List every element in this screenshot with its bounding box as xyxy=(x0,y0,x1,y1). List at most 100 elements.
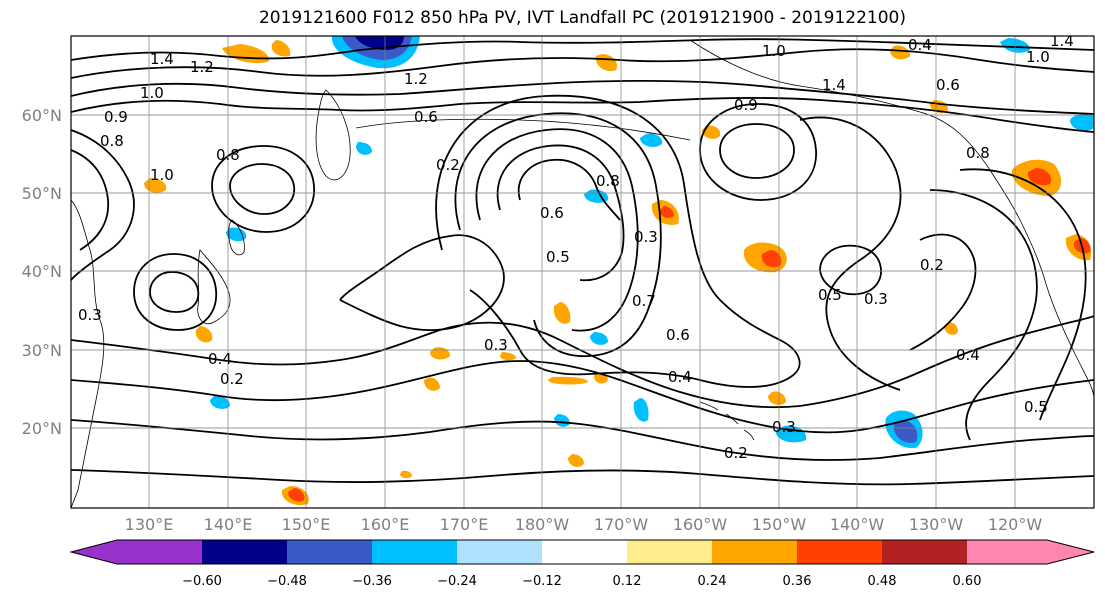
contour-label: 0.2 xyxy=(220,370,244,388)
contour-label: 0.6 xyxy=(540,204,564,222)
negative-anomaly-blob xyxy=(590,332,608,345)
japan-coastline xyxy=(228,219,245,256)
colorbar-segment xyxy=(627,540,712,564)
lon-label: 170°W xyxy=(594,515,649,534)
lon-label: 130°E xyxy=(125,515,174,534)
contour-label: 0.3 xyxy=(772,418,796,436)
contour-label: 1.2 xyxy=(404,70,428,88)
lon-label: 150°E xyxy=(282,515,331,534)
contour-label: 0.5 xyxy=(818,286,842,304)
contour-label: 0.3 xyxy=(484,336,508,354)
hawaii-islands xyxy=(699,401,755,441)
positive-anomaly-core xyxy=(761,250,782,268)
contour-label: 1.0 xyxy=(762,42,786,60)
lon-label: 120°W xyxy=(988,515,1043,534)
lat-labels: 60°N 50°N 40°N 30°N 20°N xyxy=(22,106,62,438)
contour-label: 1.4 xyxy=(822,76,846,94)
negative-anomaly-blob xyxy=(210,396,230,409)
colorbar-tick-label: −0.12 xyxy=(522,574,562,589)
contour-line xyxy=(799,116,902,391)
colorbar-segment xyxy=(372,540,457,564)
negative-anomaly-blob xyxy=(356,142,372,155)
contour-line xyxy=(71,315,1094,409)
colorbar-segment xyxy=(882,540,967,564)
alaska-coastline xyxy=(689,39,1021,221)
colorbar-segment xyxy=(287,540,372,564)
map-border xyxy=(70,35,1095,509)
lat-label: 50°N xyxy=(22,184,62,203)
negative-anomaly-core xyxy=(893,420,918,443)
contour-label: 0.3 xyxy=(78,306,102,324)
contour-label: 0.8 xyxy=(216,146,240,164)
north-america-coastline xyxy=(1019,219,1094,399)
lon-label: 150°W xyxy=(752,515,807,534)
colorbar-segment xyxy=(202,540,287,564)
colorbar-tick-labels: −0.60 −0.48 −0.36 −0.24 −0.12 0.12 0.24 … xyxy=(182,574,981,589)
colorbar-tick-label: −0.60 xyxy=(182,574,222,589)
positive-anomaly-blob xyxy=(768,391,786,405)
pv-shading xyxy=(144,36,1094,506)
colorbar-segment xyxy=(457,540,542,564)
lat-label: 20°N xyxy=(22,419,62,438)
map-panel: 1.4 1.2 1.0 0.9 0.8 0.6 1.0 1.4 1.2 1.4 … xyxy=(71,36,1094,508)
contour-label: 0.9 xyxy=(104,108,128,126)
contour-label: 0.3 xyxy=(634,228,658,246)
contour-label: 0.2 xyxy=(920,256,944,274)
contour-line xyxy=(819,244,882,296)
lat-label: 30°N xyxy=(22,341,62,360)
contour-label: 0.8 xyxy=(596,172,620,190)
positive-anomaly-blob xyxy=(702,125,721,139)
aleutian-chain xyxy=(355,118,691,141)
contour-label: 1.0 xyxy=(140,84,164,102)
japan-coastline xyxy=(197,249,231,325)
contour-line xyxy=(929,189,1038,441)
kamchatka-coastline xyxy=(315,89,351,181)
lon-label: 170°E xyxy=(440,515,489,534)
contour-line xyxy=(71,79,1094,115)
positive-anomaly-blob xyxy=(944,322,958,335)
contour-label: 0.4 xyxy=(668,368,692,386)
colorbar-segment xyxy=(542,540,627,564)
coastlines xyxy=(71,39,1094,508)
contour-label: 0.7 xyxy=(632,292,656,310)
contour-line xyxy=(133,253,217,331)
positive-anomaly-blob xyxy=(890,45,910,60)
contour-line xyxy=(211,145,315,233)
colorbar-tick-label: 0.24 xyxy=(698,574,727,589)
contour-label: 0.4 xyxy=(956,346,980,364)
positive-anomaly-blob xyxy=(271,40,291,57)
contour-label: 1.0 xyxy=(150,166,174,184)
contour-line xyxy=(71,48,1094,79)
lon-label: 130°W xyxy=(909,515,964,534)
contour-line xyxy=(496,144,625,282)
colorbar-extend-min xyxy=(71,540,117,564)
positive-anomaly-blob xyxy=(400,470,412,479)
contour-label: 1.2 xyxy=(190,58,214,76)
colorbar-tick-label: 0.48 xyxy=(868,574,897,589)
lon-label: 180°W xyxy=(515,515,570,534)
contour-line xyxy=(71,129,135,281)
map-title: 2019121600 F012 850 hPa PV, IVT Landfall… xyxy=(258,8,906,28)
negative-anomaly-blob xyxy=(1070,113,1094,131)
colorbar-segment xyxy=(117,540,202,564)
lon-label: 140°W xyxy=(830,515,885,534)
positive-anomaly-blob xyxy=(424,377,440,391)
contour-label: 0.6 xyxy=(414,108,438,126)
contour-line xyxy=(454,112,662,357)
contour-line xyxy=(229,163,296,215)
contour-labels: 1.4 1.2 1.0 0.9 0.8 0.6 1.0 1.4 1.2 1.4 … xyxy=(78,36,1074,462)
contour-line xyxy=(71,360,1094,434)
contour-line xyxy=(71,469,1094,486)
contour-label: 1.0 xyxy=(1026,48,1050,66)
negative-anomaly-blob xyxy=(226,227,247,242)
contour-line xyxy=(435,94,801,388)
positive-anomaly-blob xyxy=(195,326,213,343)
colorbar-tick-label: −0.24 xyxy=(437,574,477,589)
contour-label: 0.6 xyxy=(936,76,960,94)
pv-contours xyxy=(71,38,1094,486)
positive-anomaly-core xyxy=(1027,168,1052,186)
contour-line xyxy=(959,168,1087,421)
contour-label: 0.6 xyxy=(666,326,690,344)
negative-anomaly-blob xyxy=(640,133,663,147)
